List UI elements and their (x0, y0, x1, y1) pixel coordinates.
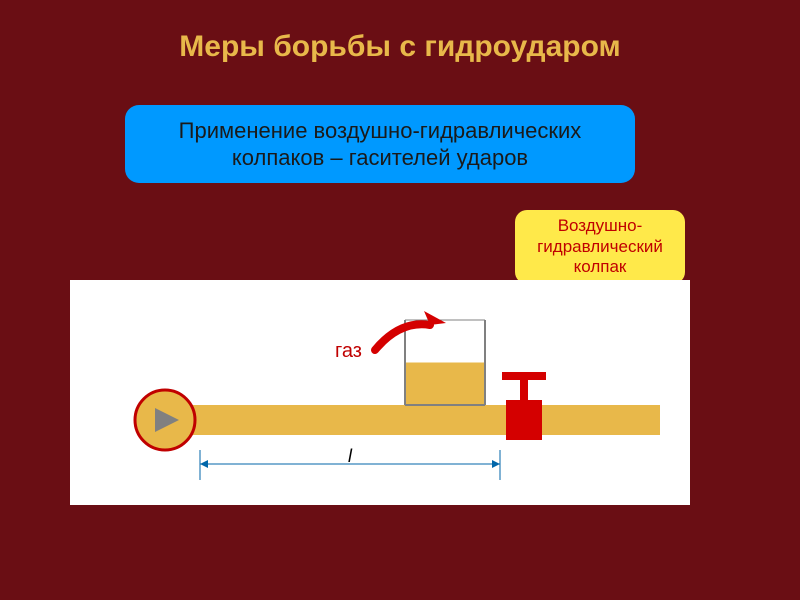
svg-text:l: l (348, 446, 353, 466)
page-title: Меры борьбы с гидроударом (0, 30, 800, 64)
gas-label: газ (335, 340, 362, 363)
callout-main: Применение воздушно-гидравлических колпа… (125, 105, 635, 183)
diagram: l газ (70, 280, 690, 505)
schematic-svg: l (70, 280, 690, 505)
callout-label: Воздушно-гидравлический колпак (515, 210, 685, 284)
